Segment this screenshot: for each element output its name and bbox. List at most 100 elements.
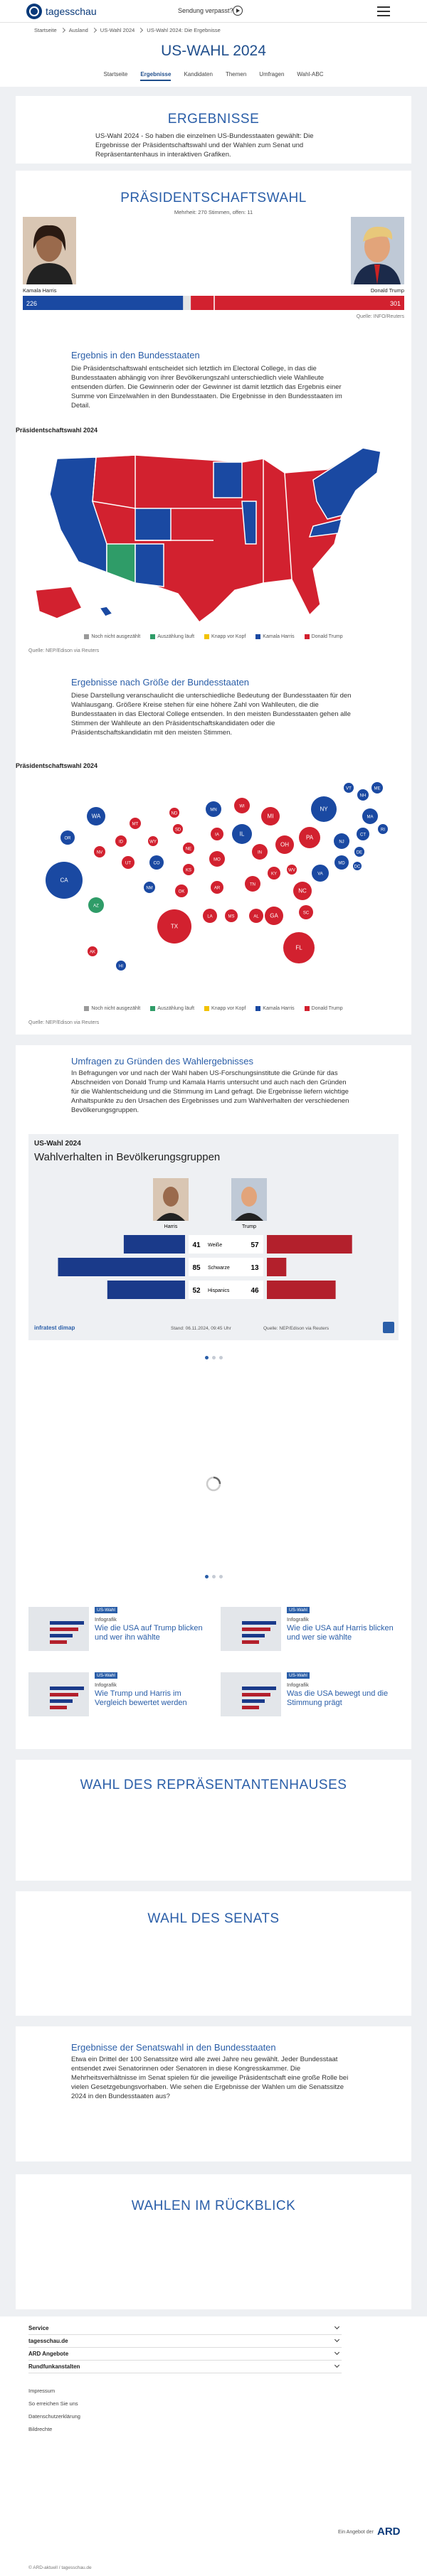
teaser-title: Was die USA bewegt und die Stimmung präg…: [287, 1689, 389, 1707]
state-bubble: [203, 909, 217, 923]
carousel-dots[interactable]: [16, 1356, 411, 1359]
state-bubble: [245, 876, 260, 892]
legend-label: Kamala Harris: [263, 1006, 295, 1011]
legend: Noch nicht ausgezählt Auszählung läuft Kna…: [16, 634, 411, 639]
nav-item[interactable]: Kandidaten: [184, 71, 213, 78]
chevron: [334, 2362, 340, 2368]
teaser-title: Wie die USA auf Trump blicken und wer ih…: [95, 1624, 203, 1642]
crumb[interactable]: Startseite: [34, 27, 57, 33]
accordion-label: Service: [28, 2325, 49, 2331]
crumb-separator: [138, 27, 144, 33]
teaser[interactable]: US-Wahl Infografik Wie die USA auf Harris …: [221, 1607, 402, 1664]
teaser-kicker: Infografik: [95, 1616, 117, 1623]
state-label: SD: [175, 828, 181, 833]
teaser[interactable]: US-Wahl Infografik Wie die USA auf Trump b…: [28, 1607, 210, 1664]
state-label: MO: [214, 858, 221, 862]
state-bubble: [371, 782, 383, 793]
footer-link[interactable]: So erreichen Sie uns: [28, 2400, 78, 2407]
brand[interactable]: tagesschau: [46, 6, 97, 17]
footer-link[interactable]: Datenschutzerklärung: [28, 2413, 80, 2420]
footer-link[interactable]: Impressum: [28, 2388, 56, 2394]
state-label: AZ: [93, 904, 99, 909]
nav-item[interactable]: Themen: [225, 71, 247, 78]
crumb[interactable]: US-Wahl 2024: [100, 27, 135, 33]
state-label: VA: [317, 872, 323, 877]
accordion-row[interactable]: tagesschau.de: [28, 2335, 342, 2348]
polls-box: Umfragen zu Gründen des Wahlergebnisses …: [16, 1045, 411, 1749]
crumb[interactable]: US-Wahl 2024: Die Ergebnisse: [147, 27, 221, 33]
teaser-topline: US-Wahl: [287, 1672, 310, 1679]
legend-item: Kamala Harris: [255, 1006, 295, 1011]
state-label: OK: [179, 890, 185, 894]
nav-item[interactable]: Startseite: [103, 71, 128, 78]
state-label: GA: [270, 913, 278, 919]
review-box: WAHLEN IM RÜCKBLICK: [16, 2174, 411, 2309]
thumb-bar: [242, 1706, 259, 1709]
accordion-row[interactable]: Service: [28, 2322, 342, 2335]
state-label: OH: [280, 842, 289, 848]
value-label: 85: [192, 1264, 201, 1272]
state-bubble: [211, 881, 223, 894]
section-title: WAHL DES SENATS: [147, 1911, 280, 1926]
senate-states-box: Ergebnisse der Senatswahl in den Bundess…: [16, 2026, 411, 2161]
teaser[interactable]: US-Wahl Infografik Was die USA bewegt und …: [221, 1672, 402, 1729]
infographic: US-Wahl 2024 Wahlverhalten in Bevölkerun…: [28, 1134, 399, 1340]
nav-item[interactable]: Umfragen: [259, 71, 285, 78]
source: Quelle: NEP/Edison via Reuters: [263, 1326, 330, 1331]
thumb-bar: [242, 1634, 265, 1637]
play-icon[interactable]: [233, 6, 243, 16]
teaser[interactable]: US-Wahl Infografik Wie Trump und Harris im…: [28, 1672, 210, 1729]
missed-link[interactable]: Sendung verpasst?: [178, 7, 233, 14]
teaser-topline: US-Wahl: [287, 1607, 310, 1613]
state-label: LA: [207, 915, 212, 919]
logo[interactable]: [26, 3, 43, 20]
legend-swatch: [150, 634, 156, 639]
us-map: [35, 447, 381, 624]
state-bubble: [354, 847, 364, 857]
nav-item[interactable]: Wahl-ABC: [297, 71, 324, 78]
state-bubble: [211, 828, 223, 840]
accordion-row[interactable]: ARD Angebote: [28, 2348, 342, 2361]
state-label: MN: [210, 808, 216, 813]
value-label: 52: [192, 1287, 201, 1295]
infographic-title: Wahlverhalten in Bevölkerungsgruppen: [34, 1151, 221, 1163]
state-label: AL: [253, 915, 259, 919]
state-label: NM: [146, 887, 152, 891]
state-label: DC: [354, 865, 361, 870]
breadcrumb: Startseite Ausland US-Wahl 2024 US-Wahl 202…: [34, 27, 221, 33]
state-bubble: [265, 907, 283, 925]
state-bubble: [261, 807, 280, 825]
state-bubble: [283, 932, 315, 963]
state-label: OR: [65, 837, 72, 841]
trump-bar: [267, 1235, 352, 1254]
accordion-row[interactable]: Rundfunkanstalten: [28, 2361, 342, 2373]
subsection-text: Diese Darstellung veranschaulicht die un…: [71, 692, 352, 737]
crumb[interactable]: Ausland: [68, 27, 88, 33]
harris-bar: [107, 1281, 185, 1299]
subsection-text: In Befragungen vor und nach der Wahl hab…: [71, 1069, 349, 1114]
subsection-text: Etwa ein Drittel der 100 Senatssitze wir…: [71, 2056, 349, 2100]
carousel-dots[interactable]: [16, 1575, 411, 1578]
state-bubble: [94, 846, 105, 857]
legend-item: Auszählung läuft: [150, 1006, 194, 1011]
nav-item[interactable]: Ergebnisse: [140, 71, 172, 81]
state-bubble: [122, 856, 135, 869]
thumb-bar: [242, 1687, 276, 1690]
menu-icon[interactable]: [377, 6, 390, 16]
state-bubble: [60, 830, 75, 845]
state-bubble: [183, 843, 194, 854]
state-label: AK: [90, 951, 95, 955]
footer-link[interactable]: Bildrechte: [28, 2426, 53, 2432]
majority-unit: Stimmen, offen:: [208, 209, 246, 215]
group-label: Schwarze: [208, 1266, 230, 1271]
state-label: MT: [132, 823, 139, 827]
ard-note: Ein Angebot der: [338, 2530, 374, 2535]
state-label: IL: [240, 831, 245, 838]
group-label: Weiße: [208, 1243, 222, 1248]
crumb-separator: [60, 27, 65, 33]
legend-item: Noch nicht ausgezählt: [84, 1006, 140, 1011]
group-label: Hispanics: [208, 1288, 230, 1293]
harris-bar: [123, 1235, 185, 1254]
legend-swatch: [84, 634, 90, 639]
state-label: ID: [119, 840, 124, 845]
